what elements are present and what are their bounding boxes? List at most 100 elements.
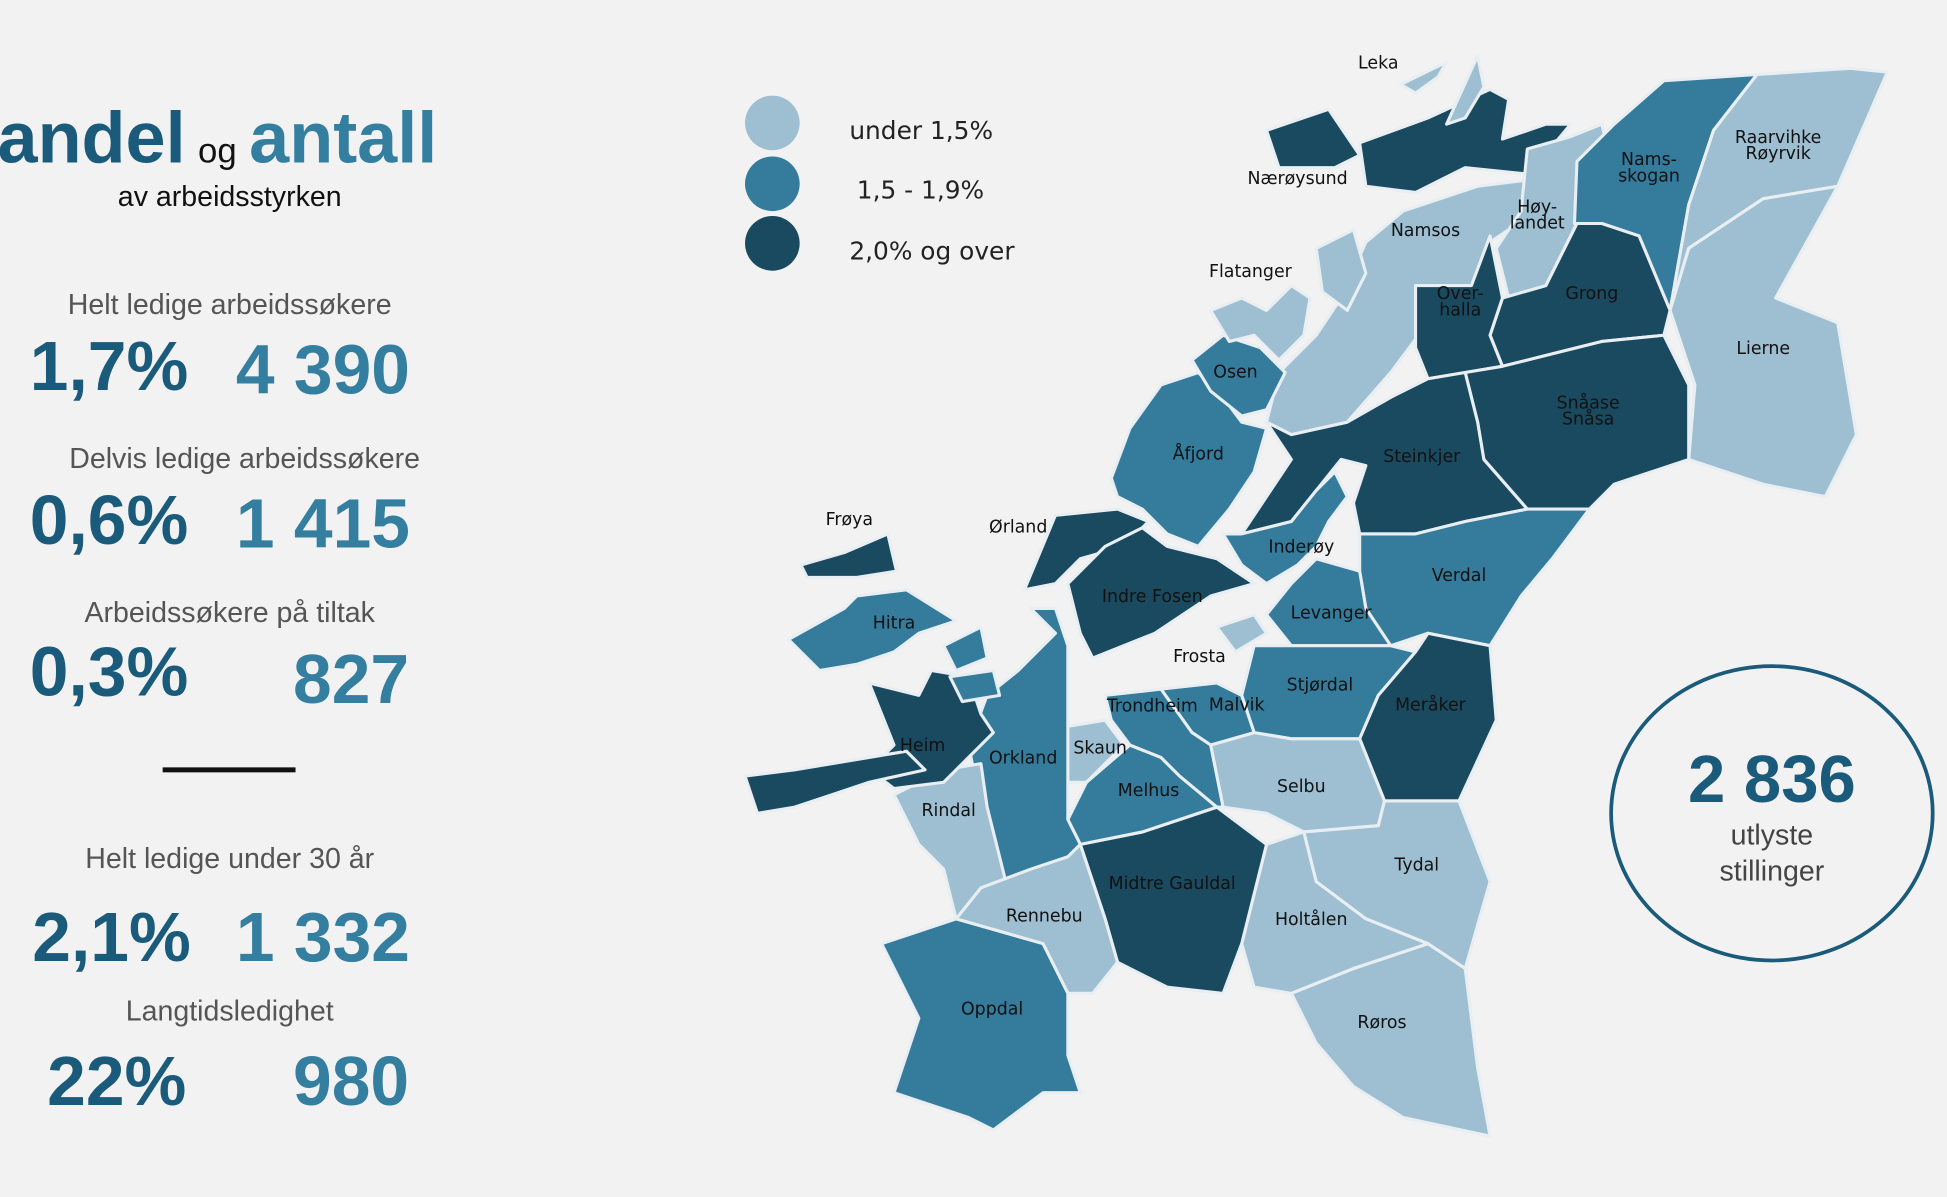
municipality-namsos: Namsos: [1264, 178, 1529, 437]
municipality-label: Snåase Snåsa: [1557, 393, 1620, 430]
municipality-label: Skaun: [1073, 739, 1126, 759]
municipality-label: Høy-landet: [1510, 197, 1565, 233]
municipality-shape: [1215, 613, 1269, 654]
municipality-frøya: Frøya: [799, 510, 899, 579]
stat-percent-delvis-ledige: 0,6%: [29, 480, 189, 559]
municipality-label: Trondheim: [1106, 696, 1198, 716]
municipality-shape: [1445, 54, 1486, 126]
stat-count-delvis-ledige: 1 415: [235, 484, 410, 563]
postings-circle: 2 836 utlyste stillinger: [1609, 664, 1935, 963]
municipality-nærøysund: Nærøysund: [1247, 87, 1573, 195]
municipality-selbu: Selbu: [1209, 731, 1387, 834]
municipality-trondheim: Trondheim: [1103, 687, 1225, 809]
municipality-label: Åfjord: [1173, 442, 1224, 464]
municipality-label: Orkland: [989, 749, 1057, 769]
stat-percent-under-30: 2,1%: [32, 897, 191, 976]
legend-label-low: under 1,5%: [849, 115, 994, 146]
title-andel: andel: [0, 98, 186, 179]
municipality-shape: [1264, 178, 1529, 437]
municipality-label: Inderøy: [1268, 538, 1334, 558]
municipality-label: Stjørdal: [1287, 675, 1354, 695]
municipality-røros: Røros: [1289, 942, 1492, 1138]
municipality-shape: [1109, 370, 1269, 548]
municipality-label: Levanger: [1291, 603, 1373, 623]
municipality-shape: [1399, 60, 1449, 95]
municipality-leka: Leka: [1358, 53, 1449, 95]
municipality-label: Leka: [1358, 53, 1398, 73]
municipality-frosta: Frosta: [1173, 613, 1269, 667]
municipality-åfjord: Åfjord: [1109, 370, 1269, 548]
municipality-lierne: Lierne: [1668, 184, 1858, 499]
municipality-label: Rennebu: [1006, 906, 1083, 926]
stat-percent-tiltak: 0,3%: [29, 632, 189, 711]
legend-swatch-high: [745, 216, 800, 271]
municipality-shape: [880, 917, 1082, 1132]
legend-label-high: 2,0% og over: [849, 235, 1015, 266]
municipality-label: Holtålen: [1275, 909, 1348, 930]
municipality-label: Namsos: [1391, 221, 1460, 241]
municipality-label: Meråker: [1395, 694, 1467, 715]
municipality-rindal: Rindal: [892, 762, 1008, 921]
stat-count-helt-ledige: 4 390: [235, 330, 410, 409]
municipality-label: Melhus: [1118, 781, 1180, 801]
municipality-shape: [786, 588, 958, 673]
stat-percent-langtid: 22%: [47, 1041, 187, 1121]
municipality-label: Indre Fosen: [1102, 587, 1203, 607]
stat-count-tiltak: 827: [293, 639, 410, 718]
stat-label-under-30: Helt ledige under 30 år: [85, 841, 375, 875]
page-title: andel og antall: [0, 97, 437, 180]
municipality-overhalla: Over-halla: [1413, 234, 1505, 381]
municipality-shape: [1066, 526, 1256, 660]
stat-label-delvis-ledige: Delvis ledige arbeidssøkere: [69, 442, 421, 475]
municipality-levanger: Levanger: [1264, 557, 1393, 648]
municipality-shape: [1103, 687, 1225, 809]
municipality-label: Nams-skogan: [1618, 150, 1680, 186]
municipality-shape: [948, 668, 1002, 704]
municipality-label: Rindal: [921, 801, 975, 821]
municipality-label: Frosta: [1173, 647, 1226, 667]
municipality-label: Malvik: [1209, 695, 1266, 715]
municipality-shape: [1264, 107, 1362, 170]
municipality-malvik: Malvik: [1159, 681, 1266, 747]
legend-label-mid: 1,5 - 1,9%: [856, 175, 985, 205]
legend-swatch-mid: [745, 156, 800, 212]
municipality-label: Frøya: [826, 510, 873, 530]
municipality-oppdal: Oppdal: [880, 917, 1082, 1132]
postings-line2: stillinger: [1719, 854, 1825, 887]
municipality-indre-fosen: Indre Fosen: [1066, 526, 1256, 660]
municipality-flatanger: Flatanger: [1209, 54, 1486, 362]
divider: [162, 767, 296, 773]
municipality-label: Midtre Gauldal: [1109, 874, 1236, 894]
postings-line1: utlyste: [1730, 818, 1814, 851]
stat-label-helt-ledige: Helt ledige arbeidssøkere: [67, 288, 392, 321]
municipality-label: Lierne: [1736, 339, 1790, 359]
title-og: og: [198, 131, 237, 171]
municipality-label: Nærøysund: [1247, 169, 1347, 189]
postings-count: 2 836: [1687, 742, 1856, 818]
municipality-label: Røros: [1357, 1013, 1406, 1033]
municipality-shape: [799, 532, 899, 579]
stat-count-under-30: 1 332: [235, 897, 410, 976]
municipality-shape: [1221, 470, 1349, 586]
municipality-shape: [1413, 234, 1505, 381]
municipality-shape: [1358, 87, 1573, 195]
municipality-label: Hitra: [873, 613, 916, 633]
municipality-shape: [1240, 830, 1430, 995]
municipality-shape: [1209, 284, 1312, 362]
stat-label-tiltak: Arbeidssøkere på tiltak: [84, 596, 375, 629]
stat-count-langtid: 980: [293, 1041, 410, 1121]
municipality-label: Steinkjer: [1383, 447, 1461, 467]
title-antall: antall: [249, 98, 438, 179]
municipality-shape: [743, 749, 927, 815]
municipality-hitra: Hitra: [786, 588, 1002, 704]
legend-swatch-low: [745, 95, 800, 151]
municipality-label: Oppdal: [961, 999, 1023, 1019]
municipality-holtålen: Holtålen: [1240, 830, 1430, 995]
municipality-label: Raarvihke Røyrvik: [1735, 128, 1821, 164]
municipality-label: Tydal: [1393, 855, 1439, 875]
subtitle: av arbeidsstyrken: [117, 180, 342, 213]
municipality-osen: Osen: [1190, 333, 1287, 418]
municipality-shape: [942, 625, 989, 673]
